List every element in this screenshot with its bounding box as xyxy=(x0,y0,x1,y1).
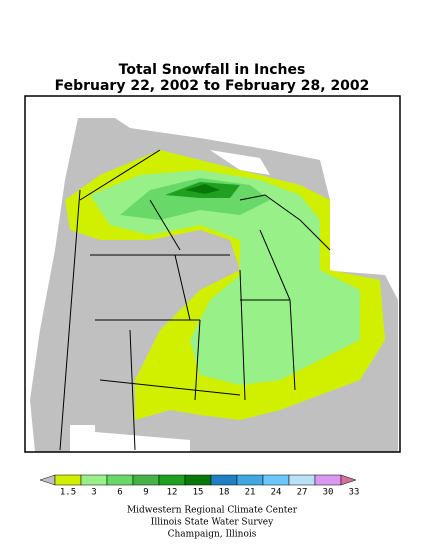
subtitle: February 22, 2002 to February 28, 2002 xyxy=(55,78,370,94)
map-frame xyxy=(24,95,401,453)
credit: Midwestern Regional Climate Center xyxy=(127,506,298,516)
legend-swatch xyxy=(314,474,342,486)
snow-15 xyxy=(185,184,220,194)
legend-label: 24 xyxy=(271,488,282,498)
snow-3 xyxy=(90,170,360,385)
legend-swatch xyxy=(184,474,212,486)
credit: Champaign, Illinois xyxy=(168,530,257,540)
legend-swatch xyxy=(210,474,238,486)
legend-swatch xyxy=(80,474,108,486)
legend-swatch xyxy=(288,474,316,486)
legend-label: 27 xyxy=(297,488,308,498)
legend-swatch xyxy=(236,474,264,486)
boundaries xyxy=(59,149,331,451)
legend: 1.5 3 6 9 12 15 18 21 24 27 30 33 xyxy=(39,474,360,498)
legend-swatch xyxy=(54,474,82,486)
legend-label: 12 xyxy=(167,488,178,498)
legend-label: 9 xyxy=(143,488,148,498)
legend-label: 18 xyxy=(219,488,230,498)
credit: Illinois State Water Survey xyxy=(151,518,274,528)
legend-label: 33 xyxy=(349,488,360,498)
no-data xyxy=(70,425,190,452)
map xyxy=(24,95,401,453)
legend-label: 30 xyxy=(323,488,334,498)
legend-label: 15 xyxy=(193,488,204,498)
legend-label: 1.5 xyxy=(60,488,76,498)
legend-swatch xyxy=(158,474,186,486)
legend-arrow xyxy=(39,474,56,486)
legend-label: 21 xyxy=(245,488,256,498)
legend-swatch xyxy=(262,474,290,486)
legend-arrow xyxy=(340,474,357,486)
legend-label: 3 xyxy=(91,488,96,498)
lake xyxy=(210,150,270,175)
title: Total Snowfall in Inches xyxy=(119,62,306,78)
legend-swatch xyxy=(132,474,160,486)
legend-swatch xyxy=(106,474,134,486)
legend-label: 6 xyxy=(117,488,122,498)
